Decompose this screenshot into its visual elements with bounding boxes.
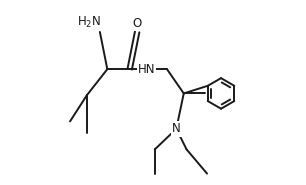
Text: O: O	[132, 17, 142, 30]
Text: N: N	[172, 122, 181, 135]
Text: H$_2$N: H$_2$N	[76, 15, 101, 30]
Text: HN: HN	[138, 63, 155, 76]
